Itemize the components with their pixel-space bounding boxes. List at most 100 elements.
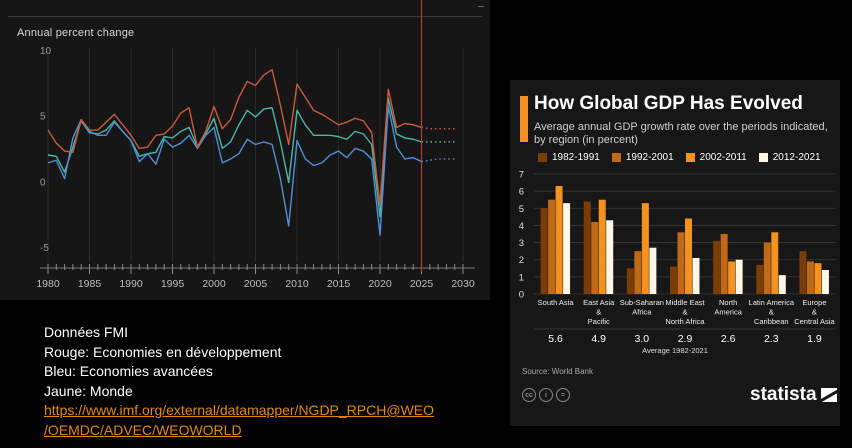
category-label: Pacific [588, 317, 610, 326]
category-label: Sub-Saharan [620, 298, 664, 307]
y-tick-label: 5 [40, 112, 46, 123]
bar [692, 258, 700, 294]
bar [799, 251, 807, 294]
bar [591, 222, 599, 294]
note-line-blue: Bleu: Economies avancées [44, 363, 213, 379]
bar [771, 232, 779, 294]
category-label: Middle East [665, 298, 705, 307]
legend-item: 2002-2011 [685, 152, 747, 163]
x-tick-label: 2000 [202, 278, 226, 290]
legend-label: 2002-2011 [699, 152, 747, 163]
x-tick-label: 2005 [244, 278, 268, 290]
category-label: East Asia [583, 298, 615, 307]
legend: 1982-1991 1992-2001 2002-2011 2012-2021 [538, 152, 821, 163]
y-tick-label: 0 [40, 177, 46, 188]
category-label: Latin America [749, 298, 795, 307]
category-label: North [719, 298, 737, 307]
y-tick-label: 4 [519, 221, 524, 232]
bar [548, 199, 556, 294]
average-value: 1.9 [807, 333, 822, 345]
legend-label: 2012-2021 [772, 152, 821, 163]
note-line-red: Rouge: Economies en développement [44, 343, 282, 360]
bar [540, 208, 548, 294]
bar [821, 270, 829, 294]
series-line-developing [47, 68, 422, 206]
legend-swatch [611, 153, 621, 162]
x-tick-label: 1985 [78, 278, 102, 290]
bar [713, 240, 721, 294]
average-period-label: Average 1982-2021 [642, 346, 708, 355]
x-tick-label: 2010 [285, 278, 309, 290]
bar [814, 263, 822, 294]
top-divider [8, 16, 482, 17]
bar [598, 199, 606, 294]
imf-link[interactable]: https://www.imf.org/external/datamapper/… [44, 401, 484, 440]
brand-name: statista [750, 384, 817, 405]
bar [606, 220, 614, 294]
bar [641, 203, 649, 294]
x-tick-label: 2020 [368, 278, 392, 290]
x-tick-label: 1990 [119, 278, 143, 290]
bar [720, 234, 728, 294]
bar [677, 232, 685, 294]
statista-logo[interactable]: statista [750, 384, 837, 406]
y-tick-label: -5 [40, 243, 49, 254]
legend-item: 1982-1991 [538, 152, 600, 163]
category-label: North Africa [665, 317, 705, 326]
y-tick-label: 3 [519, 238, 524, 249]
y-tick-label: 1 [519, 272, 524, 283]
y-tick-label: 7 [519, 170, 524, 181]
y-tick-label: 10 [40, 46, 52, 57]
title-accent-bar [520, 96, 528, 142]
bar [563, 203, 571, 294]
category-label: America [714, 308, 742, 317]
imf-gdp-chart: Annual percent change -5 0 5 10 1980 1985 1990… [0, 0, 490, 300]
category-label: South Asia [538, 298, 575, 307]
average-value: 4.9 [591, 333, 606, 345]
license-icons: cc i = [522, 388, 570, 402]
bar [634, 251, 642, 294]
statista-card: How Global GDP Has Evolved Average annua… [510, 80, 840, 426]
y-tick-label: 2 [519, 255, 524, 266]
y-tick-label: 6 [519, 187, 524, 198]
series-line-advanced [47, 105, 422, 236]
legend-swatch [538, 153, 547, 162]
x-tick-label: 2025 [410, 278, 434, 290]
bar [778, 275, 786, 294]
category-label: Europe [802, 298, 826, 307]
legend-label: 1982-1991 [552, 152, 600, 163]
card-title: How Global GDP Has Evolved [534, 93, 803, 114]
bar [806, 261, 814, 294]
category-label: Caribbean [754, 317, 789, 326]
bar [670, 266, 677, 294]
y-tick-label: 5 [519, 204, 524, 215]
category-label: Africa [632, 308, 652, 317]
cc-icon[interactable]: cc [522, 388, 536, 402]
y-axis-title: Annual percent change [17, 27, 135, 39]
average-value: 2.9 [678, 333, 693, 345]
imf-link-part1: https://www.imf.org/external/datamapper/… [44, 402, 435, 418]
by-icon[interactable]: i [539, 388, 553, 402]
bar [649, 247, 657, 294]
bar [763, 242, 771, 294]
legend-item: 1992-2001 [611, 152, 674, 163]
series-line-world [47, 97, 422, 218]
nd-icon[interactable]: = [556, 388, 570, 402]
bar [735, 259, 743, 294]
legend-item: 2012-2021 [758, 152, 821, 163]
category-label: & [769, 308, 774, 317]
bar [685, 218, 692, 294]
average-value: 2.6 [721, 333, 736, 345]
note-line-source: Données FMI [44, 324, 129, 340]
menu-icon[interactable] [478, 6, 484, 7]
bar [626, 268, 634, 294]
x-tick-label: 1980 [36, 278, 60, 290]
legend-swatch [758, 153, 768, 162]
source-note: Source: World Bank [522, 367, 593, 376]
x-tick-label: 2015 [327, 278, 351, 290]
series-forecast-developing [421, 126, 455, 130]
statista-mark-icon [820, 388, 837, 402]
y-tick-label: 0 [519, 290, 524, 301]
average-value: 2.3 [764, 333, 779, 345]
